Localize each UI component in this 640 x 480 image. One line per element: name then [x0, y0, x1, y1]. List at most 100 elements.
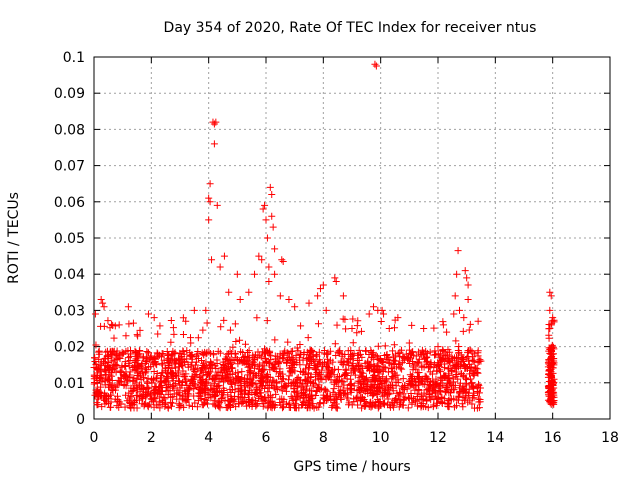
- data-point: [294, 393, 302, 401]
- data-point: [378, 306, 386, 314]
- data-point: [347, 353, 355, 361]
- data-point: [438, 393, 446, 401]
- data-point: [241, 340, 249, 348]
- data-point: [271, 336, 279, 344]
- data-point: [322, 306, 330, 314]
- data-point: [443, 328, 451, 336]
- data-point: [253, 400, 261, 408]
- data-point: [249, 380, 257, 388]
- x-tick-label: 10: [372, 430, 390, 446]
- data-point: [136, 326, 144, 334]
- data-point: [150, 403, 158, 411]
- data-point: [334, 373, 342, 381]
- data-point: [306, 360, 314, 368]
- data-point: [454, 347, 462, 355]
- data-point: [269, 376, 277, 384]
- data-point: [134, 367, 142, 375]
- data-point: [269, 364, 277, 372]
- data-point: [144, 402, 152, 410]
- data-point: [115, 321, 123, 329]
- data-point: [272, 390, 280, 398]
- data-point: [462, 379, 470, 387]
- data-point: [198, 375, 206, 383]
- data-point: [190, 306, 198, 314]
- data-point: [270, 401, 278, 409]
- data-point: [125, 389, 133, 397]
- data-point: [281, 383, 289, 391]
- data-point: [161, 364, 169, 372]
- data-point: [202, 350, 210, 358]
- data-point: [162, 384, 170, 392]
- data-point: [291, 303, 299, 311]
- data-point: [372, 62, 380, 70]
- data-point: [409, 358, 417, 366]
- data-point: [432, 350, 440, 358]
- data-point: [157, 372, 165, 380]
- data-point: [417, 391, 425, 399]
- data-point: [218, 368, 226, 376]
- data-point: [113, 356, 121, 364]
- data-point: [396, 364, 404, 372]
- data-point: [261, 201, 269, 209]
- data-point: [199, 364, 207, 372]
- data-point: [207, 358, 215, 366]
- data-point: [265, 263, 273, 271]
- data-point: [464, 281, 472, 289]
- data-point: [104, 354, 112, 362]
- data-point: [150, 358, 158, 366]
- data-point: [459, 353, 467, 361]
- data-point: [278, 256, 286, 264]
- data-point: [262, 216, 270, 224]
- data-point: [432, 375, 440, 383]
- data-point: [254, 348, 262, 356]
- data-point: [105, 376, 113, 384]
- data-point: [282, 387, 290, 395]
- data-point: [93, 369, 101, 377]
- data-point: [302, 382, 310, 390]
- data-point: [239, 348, 247, 356]
- data-point: [263, 317, 271, 325]
- data-point: [105, 351, 113, 359]
- data-point: [374, 380, 382, 388]
- data-point: [236, 388, 244, 396]
- data-point: [208, 256, 216, 264]
- data-point: [298, 383, 306, 391]
- data-point: [256, 373, 264, 381]
- x-tick-label: 0: [90, 430, 99, 446]
- data-point: [290, 388, 298, 396]
- data-point: [323, 387, 331, 395]
- data-point: [292, 404, 300, 412]
- data-point: [243, 357, 251, 365]
- data-point: [285, 403, 293, 411]
- data-point: [133, 353, 141, 361]
- data-point: [151, 395, 159, 403]
- data-point: [256, 351, 264, 359]
- data-point: [145, 384, 153, 392]
- data-point: [332, 403, 340, 411]
- data-point: [408, 400, 416, 408]
- data-point: [385, 325, 393, 332]
- data-point: [110, 382, 118, 390]
- data-point: [226, 367, 234, 375]
- data-point: [108, 320, 116, 328]
- data-point: [121, 372, 129, 380]
- data-point: [400, 383, 408, 391]
- data-point: [369, 349, 377, 357]
- data-point: [362, 347, 370, 355]
- data-point: [463, 274, 471, 282]
- data-point: [127, 347, 135, 355]
- data-point: [203, 319, 211, 327]
- data-point: [388, 364, 396, 372]
- data-point: [404, 404, 412, 412]
- data-point: [377, 401, 385, 409]
- x-axis-label: GPS time / hours: [293, 459, 410, 475]
- data-point: [463, 354, 471, 362]
- data-point: [168, 374, 176, 382]
- data-point: [104, 317, 112, 325]
- data-point: [90, 379, 98, 387]
- data-point: [120, 349, 128, 357]
- data-point: [114, 381, 122, 389]
- data-point: [167, 370, 175, 378]
- data-point: [315, 381, 323, 389]
- data-point: [129, 376, 137, 384]
